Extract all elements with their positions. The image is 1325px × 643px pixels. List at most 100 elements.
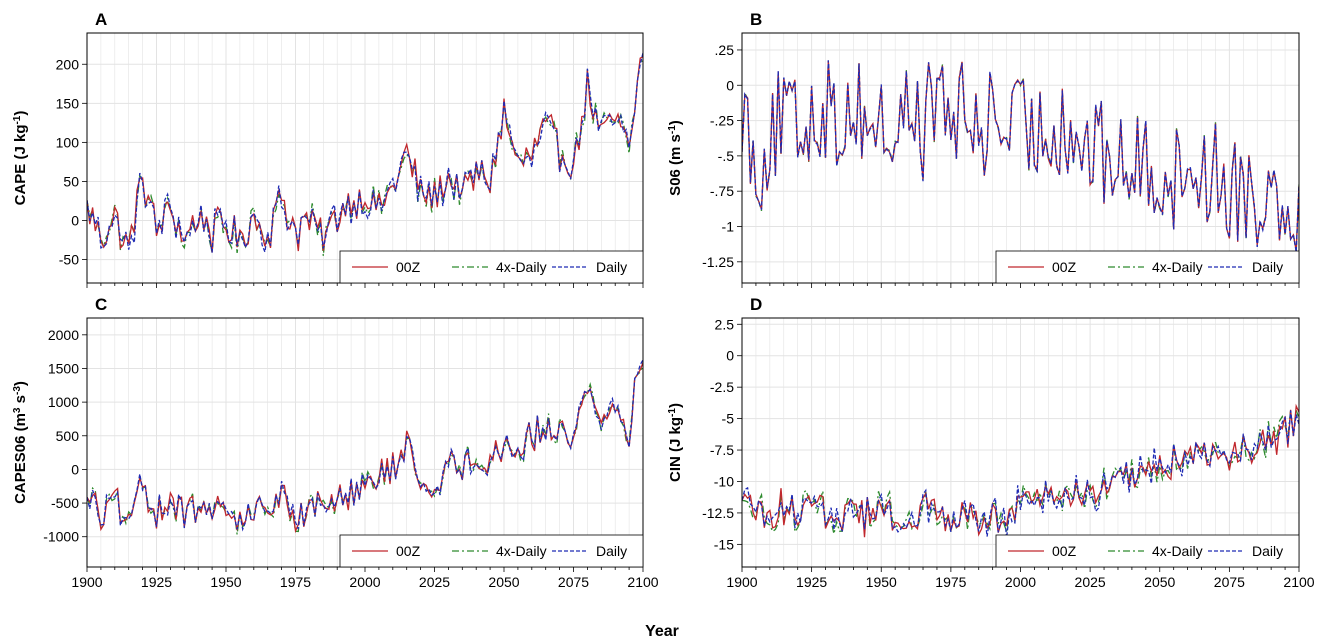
y-tick-label: -.75 [710, 183, 734, 199]
y-tick-label: 2.5 [715, 316, 735, 332]
y-axis-title-superscript: -3 [12, 386, 23, 395]
y-axis-title: CAPES06 (m3 s-3) [12, 381, 30, 504]
y-axis-title-part: CAPES06 (m [12, 413, 29, 504]
y-tick-label: .25 [715, 42, 735, 58]
y-axis-title-part: CAPE (J kg [12, 125, 29, 206]
y-tick-label: -1.25 [702, 254, 734, 270]
y-tick-label: 1500 [48, 360, 79, 376]
x-tick-label: 2100 [627, 574, 658, 590]
legend-label: Daily [596, 259, 627, 275]
y-tick-label: 0 [726, 348, 734, 364]
x-tick-label: 2075 [1214, 574, 1245, 590]
y-tick-label: -1 [722, 219, 735, 235]
y-tick-label: 150 [56, 95, 80, 111]
y-axis-title-superscript: -1 [12, 115, 23, 124]
y-tick-label: -15 [714, 536, 734, 552]
x-tick-label: 2050 [1144, 574, 1175, 590]
series-line-daily [87, 359, 643, 532]
x-tick-label: 2025 [1075, 574, 1106, 590]
y-tick-label: -.5 [718, 148, 735, 164]
panel-a: -50 0 50 100 150 200 00Z 4x-Daily Daily A CAPE (J … [12, 10, 644, 288]
y-axis-title-part: ) [667, 403, 684, 408]
legend-label: 4x-Daily [1152, 259, 1203, 275]
x-tick-label: 2100 [1283, 574, 1314, 590]
series-group [87, 359, 643, 535]
x-axis-title: Year [645, 623, 679, 640]
x-tick-label: 2050 [488, 574, 519, 590]
y-tick-label: -10 [714, 473, 734, 489]
x-tick-label: 2025 [419, 574, 450, 590]
legend-label: Daily [1252, 259, 1283, 275]
y-axis-title: S06 (m s-1) [667, 120, 685, 196]
x-tick-label: 1900 [71, 574, 102, 590]
y-axis-title-part: ) [667, 120, 684, 125]
legend-label: Daily [1252, 543, 1283, 559]
x-tick-label: 2000 [1005, 574, 1036, 590]
legend-label: 00Z [1052, 543, 1077, 559]
series-line-daily [87, 52, 643, 255]
legend-label: 4x-Daily [1152, 543, 1203, 559]
series-group [87, 52, 643, 256]
y-tick-label: -1000 [43, 529, 79, 545]
x-tick-label: 1925 [141, 574, 172, 590]
legend-box [339, 250, 644, 284]
panel-letter: A [95, 10, 107, 29]
legend-box [995, 250, 1300, 284]
y-tick-label: -.25 [710, 113, 734, 129]
x-tick-label: 2000 [349, 574, 380, 590]
y-tick-label: 0 [71, 461, 79, 477]
x-tick-label: 1975 [280, 574, 311, 590]
series-line-daily [742, 410, 1299, 539]
y-tick-label: -2.5 [710, 379, 734, 395]
series-line-4x-daily [87, 60, 643, 256]
series-line-00z [87, 56, 643, 253]
y-axis-title-part: ) [12, 111, 29, 116]
y-tick-label: 1000 [48, 394, 79, 410]
y-tick-label: 0 [71, 213, 79, 229]
y-tick-label: 2000 [48, 327, 79, 343]
y-tick-label: -50 [59, 252, 79, 268]
panel-c: -1000 -500 0 500 1000 1500 2000 1900 1925 1950 197… [12, 295, 659, 590]
panel-b: -1.25 -1 -.75 -.5 -.25 0 .25 00Z 4x-Daily Daily B S… [667, 10, 1300, 288]
series-group [742, 403, 1299, 539]
panel-letter: B [750, 10, 762, 29]
y-tick-label: 100 [56, 134, 80, 150]
x-tick-label: 1950 [210, 574, 241, 590]
y-tick-label: 0 [726, 77, 734, 93]
x-tick-label: 1950 [866, 574, 897, 590]
y-tick-label: 200 [56, 56, 80, 72]
y-tick-label: -7.5 [710, 442, 734, 458]
panel-letter: C [95, 295, 107, 314]
y-axis-title-part: ) [12, 381, 29, 386]
x-tick-label: 1975 [935, 574, 966, 590]
x-tick-label: 1925 [796, 574, 827, 590]
x-tick-label: 1900 [726, 574, 757, 590]
y-axis-title-part: S06 (m s [667, 134, 684, 196]
y-axis-title: CIN (J kg-1) [667, 403, 685, 482]
y-tick-label: 500 [56, 428, 80, 444]
panel-letter: D [750, 295, 762, 314]
legend-label: 00Z [396, 259, 421, 275]
y-axis-title-superscript: -1 [667, 408, 678, 417]
legend-label: 00Z [1052, 259, 1077, 275]
x-tick-label: 2075 [558, 574, 589, 590]
legend-label: 4x-Daily [496, 259, 547, 275]
y-tick-label: 50 [63, 173, 79, 189]
y-axis-title-superscript: -1 [667, 125, 678, 134]
series-line-daily [742, 60, 1299, 253]
legend-label: 4x-Daily [496, 543, 547, 559]
y-axis-title-superscript: 3 [12, 407, 23, 413]
legend-label: Daily [596, 543, 627, 559]
panel-d: -15 -12.5 -10 -7.5 -5 -2.5 0 2.5 1900 1925 1950 197… [667, 295, 1315, 590]
y-tick-label: -5 [722, 411, 735, 427]
y-axis-title: CAPE (J kg-1) [12, 111, 30, 206]
y-tick-label: -500 [51, 495, 79, 511]
y-tick-label: -12.5 [702, 505, 734, 521]
legend-box [995, 534, 1300, 568]
y-axis-title-part: s [12, 395, 29, 408]
legend-box [339, 534, 644, 568]
legend-label: 00Z [396, 543, 421, 559]
y-axis-title-part: CIN (J kg [667, 417, 684, 482]
series-group [742, 60, 1299, 253]
